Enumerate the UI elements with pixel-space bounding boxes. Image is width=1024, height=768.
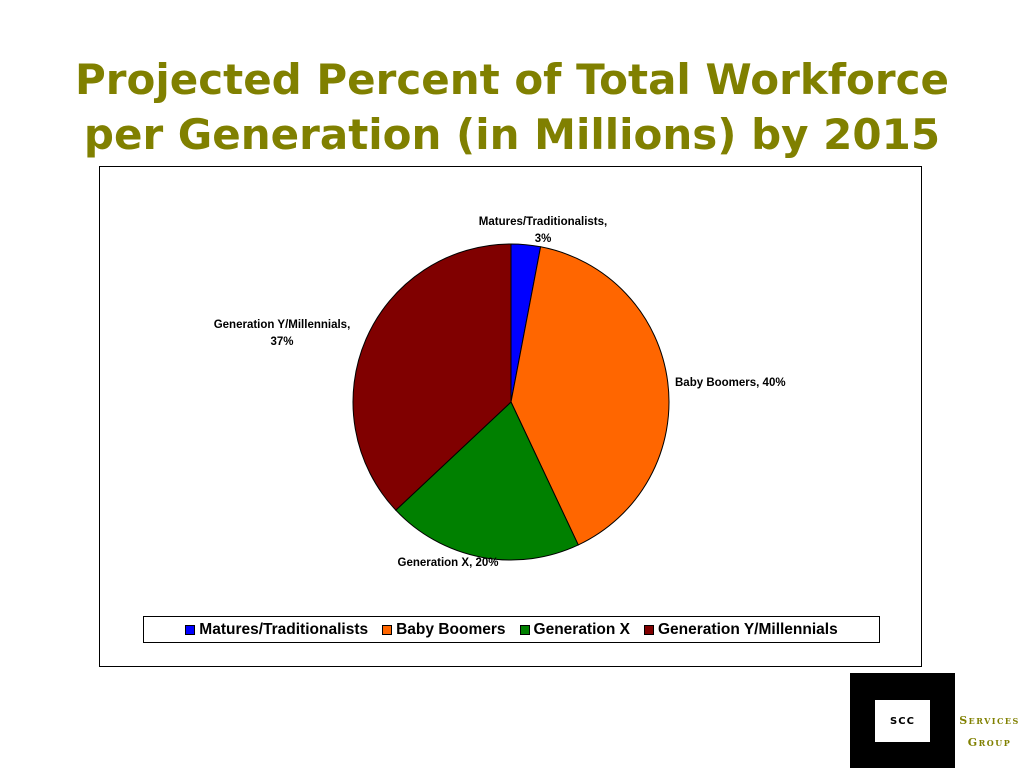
logo-text-group: Group	[967, 736, 1012, 749]
legend-swatch-generation-y	[643, 624, 654, 635]
legend-entry-generation-y: Generation Y/Millennials	[643, 620, 838, 639]
legend-label-matures: Matures/Traditionalists	[199, 620, 369, 638]
legend-label-generation-x: Generation X	[533, 620, 630, 638]
slice-label-generation-x: Generation X, 20%	[398, 557, 499, 569]
legend-entry-baby-boomers: Baby Boomers	[382, 620, 506, 639]
pie-chart: Matures/Traditionalists, 3% Baby Boomers, …	[214, 216, 786, 569]
slide-title-line2: per Generation (in Millions) by 2015	[83, 110, 941, 159]
legend-swatch-generation-x	[519, 624, 530, 635]
scc-logo: SCC	[850, 673, 955, 768]
pie-slice-generation-y	[352, 243, 512, 511]
legend-swatch-baby-boomers	[382, 624, 393, 635]
slice-label-matures: Matures/Traditionalists, 3%	[479, 216, 607, 245]
slide-title: Projected Percent of Total Workforce per…	[0, 52, 1024, 162]
logo-text-services: Services	[959, 714, 1020, 727]
pie-slice-baby-boomers	[510, 246, 670, 546]
legend-label-generation-y: Generation Y/Millennials	[657, 620, 838, 638]
slice-label-generation-y: Generation Y/Millennials, 37%	[214, 319, 351, 348]
legend-swatch-matures	[185, 624, 196, 635]
legend-entry-generation-x: Generation X	[519, 620, 630, 639]
chart-legend: Matures/Traditionalists Baby Boomers Gen…	[143, 616, 880, 643]
scc-logo-mark: SCC	[875, 700, 930, 742]
legend-entry-matures: Matures/Traditionalists	[185, 621, 368, 639]
chart-frame: Matures/Traditionalists, 3% Baby Boomers, …	[99, 166, 922, 667]
legend-label-baby-boomers: Baby Boomers	[396, 620, 506, 638]
slice-label-baby-boomers: Baby Boomers, 40%	[675, 377, 786, 389]
slide-title-line1: Projected Percent of Total Workforce	[74, 55, 949, 104]
pie-slice-generation-x	[395, 401, 579, 561]
